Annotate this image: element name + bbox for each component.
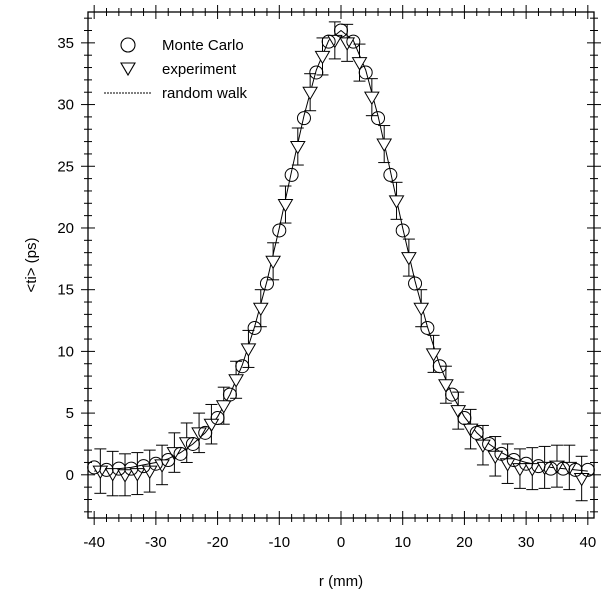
experiment-point xyxy=(252,302,269,317)
plot-marks xyxy=(87,21,595,502)
x-tick-label: -40 xyxy=(83,534,105,551)
monte-carlo-point xyxy=(494,446,509,461)
experiment-point xyxy=(289,141,306,155)
experiment-point xyxy=(363,91,380,106)
monte-carlo-point xyxy=(309,65,324,80)
monte-carlo-point xyxy=(358,65,373,80)
monte-carlo-point xyxy=(445,387,460,402)
monte-carlo-point xyxy=(210,411,225,426)
y-tick-label: 0 xyxy=(66,467,74,484)
y-tick-label: 20 xyxy=(57,220,74,237)
experiment-point xyxy=(302,86,319,101)
monte-carlo-point xyxy=(408,276,423,291)
y-tick-label: 5 xyxy=(66,405,74,422)
x-tick-label: -30 xyxy=(145,534,167,551)
x-tick-label: 20 xyxy=(456,534,473,551)
monte-carlo-point xyxy=(321,34,336,49)
monte-carlo-point xyxy=(247,320,262,335)
monte-carlo-point xyxy=(198,425,213,440)
monte-carlo-point xyxy=(457,411,472,426)
monte-carlo-point xyxy=(383,167,398,182)
monte-carlo-point xyxy=(173,446,188,461)
monte-carlo-point xyxy=(334,23,348,38)
legend-random-walk-label: random walk xyxy=(162,85,248,102)
experiment-point xyxy=(413,302,430,317)
experiment-point xyxy=(215,400,232,414)
monte-carlo-point xyxy=(432,359,447,374)
legend-experiment-label: experiment xyxy=(162,61,237,78)
x-tick-label: 0 xyxy=(337,534,345,551)
monte-carlo-point xyxy=(296,111,311,126)
y-tick-label: 30 xyxy=(57,97,74,114)
monte-carlo-point xyxy=(235,359,250,374)
experiment-point xyxy=(228,374,244,388)
monte-carlo-point xyxy=(284,167,299,182)
monte-carlo-point xyxy=(395,223,410,238)
x-axis-label: r (mm) xyxy=(319,573,363,590)
monte-carlo-point xyxy=(543,461,558,476)
experiment-point xyxy=(401,252,417,266)
monte-carlo-point xyxy=(99,462,114,477)
experiment-point xyxy=(376,138,393,153)
y-tick-label: 25 xyxy=(57,158,74,175)
x-tick-label: -10 xyxy=(268,534,290,551)
legend: Monte Carlo experiment random walk xyxy=(104,37,248,102)
monte-carlo-point xyxy=(568,462,583,477)
monte-carlo-point xyxy=(420,320,435,335)
monte-carlo-point xyxy=(482,436,497,451)
experiment-point xyxy=(314,50,331,65)
x-tick-label: 30 xyxy=(518,534,535,551)
x-tick-label: 40 xyxy=(579,534,596,551)
experiment-point xyxy=(573,473,590,487)
experiment-point xyxy=(351,57,368,71)
experiment-point xyxy=(388,195,405,209)
y-tick-label: 10 xyxy=(57,343,74,360)
experiment-point xyxy=(425,348,442,362)
monte-carlo-point xyxy=(272,223,287,238)
monte-carlo-point xyxy=(111,461,126,476)
experiment-point xyxy=(277,199,294,213)
monte-carlo-point xyxy=(346,34,361,49)
legend-monte-carlo-marker xyxy=(120,37,136,53)
monte-carlo-point xyxy=(371,111,386,126)
monte-carlo-point xyxy=(185,436,200,451)
monte-carlo-point xyxy=(469,425,484,440)
axis-ticks xyxy=(81,5,601,525)
y-tick-label: 35 xyxy=(57,35,74,52)
monte-carlo-point xyxy=(259,276,274,291)
legend-monte-carlo-label: Monte Carlo xyxy=(162,37,244,54)
y-tick-labels: 0 5 10 15 20 25 30 35 xyxy=(57,35,74,484)
x-tick-label: 10 xyxy=(394,534,411,551)
y-tick-label: 15 xyxy=(57,282,74,299)
x-tick-labels: -40 -30 -20 -10 0 10 20 30 40 xyxy=(83,534,596,551)
monte-carlo-point xyxy=(556,461,571,476)
y-axis-label: <ti> (ps) xyxy=(23,237,40,292)
experiment-point xyxy=(265,255,281,270)
experiment-point xyxy=(438,379,454,393)
x-tick-label: -20 xyxy=(207,534,229,551)
legend-experiment-marker xyxy=(120,62,136,77)
monte-carlo-point xyxy=(161,452,176,467)
monte-carlo-point xyxy=(222,387,237,402)
experiment-point xyxy=(240,343,257,357)
